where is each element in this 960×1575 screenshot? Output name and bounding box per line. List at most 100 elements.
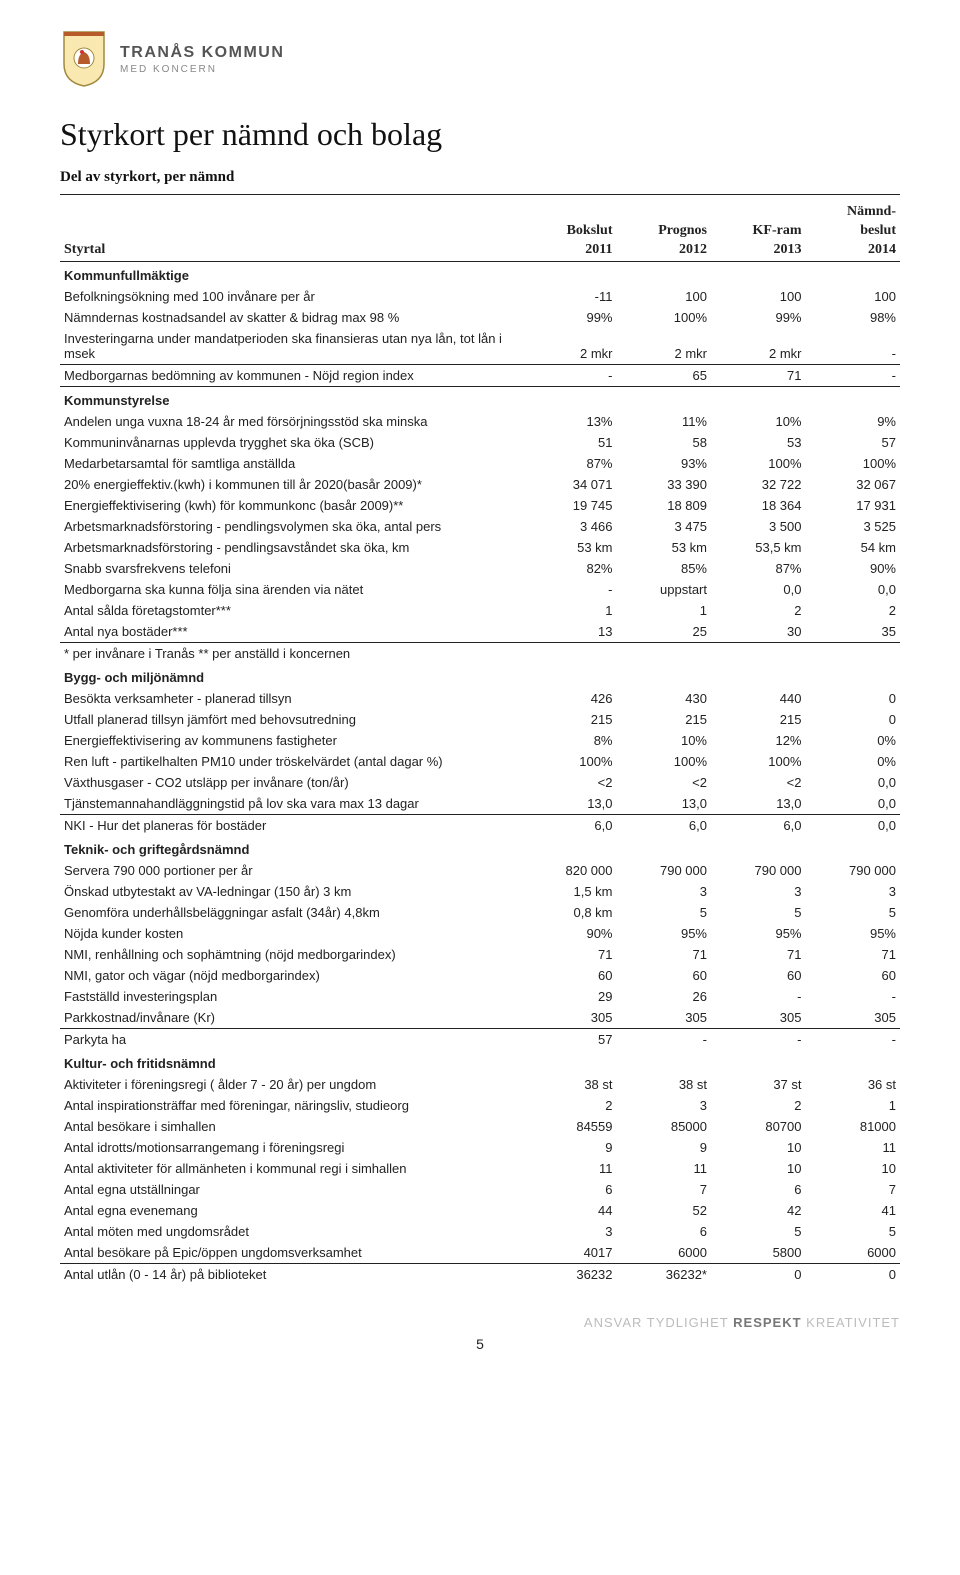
cell-value: 5	[711, 902, 806, 923]
table-header: Nämnd- Bokslut Prognos KF-ram beslut Sty…	[60, 201, 900, 262]
cell-value: 93%	[617, 453, 712, 474]
cell-value: 0%	[806, 751, 901, 772]
cell-value: 81000	[806, 1116, 901, 1137]
cell-value: 2 mkr	[711, 328, 806, 365]
cell-value: 0	[806, 709, 901, 730]
row-label: 20% energieffektiv.(kwh) i kommunen till…	[60, 474, 522, 495]
cell-value: 44	[522, 1200, 617, 1221]
cell-value: 13%	[522, 411, 617, 432]
table-row: Servera 790 000 portioner per år820 0007…	[60, 860, 900, 881]
cell-value: -	[806, 1029, 901, 1051]
row-label: Snabb svarsfrekvens telefoni	[60, 558, 522, 579]
cell-value: 3	[522, 1221, 617, 1242]
col3-head-top: KF-ram	[711, 220, 806, 239]
cell-value: 37 st	[711, 1074, 806, 1095]
cell-value: 11	[522, 1158, 617, 1179]
cell-value: 57	[806, 432, 901, 453]
cell-value: 820 000	[522, 860, 617, 881]
table-row: Växthusgaser - CO2 utsläpp per invånare …	[60, 772, 900, 793]
table-row: Medborgarnas bedömning av kommunen - Nöj…	[60, 365, 900, 387]
table-row: Antal besökare i simhallen84559850008070…	[60, 1116, 900, 1137]
table-row: Aktiviteter i föreningsregi ( ålder 7 - …	[60, 1074, 900, 1095]
section-header-row: Kommunstyrelse	[60, 387, 900, 412]
cell-value: 1,5 km	[522, 881, 617, 902]
table-row: Tjänstemannahandläggningstid på lov ska …	[60, 793, 900, 815]
cell-value: 10	[806, 1158, 901, 1179]
cell-value: 38 st	[522, 1074, 617, 1095]
cell-value: 57	[522, 1029, 617, 1051]
table-body: KommunfullmäktigeBefolkningsökning med 1…	[60, 262, 900, 1286]
cell-value: 5	[711, 1221, 806, 1242]
table-row: Andelen unga vuxna 18-24 år med försörjn…	[60, 411, 900, 432]
cell-value: 3 500	[711, 516, 806, 537]
table-row: NKI - Hur det planeras för bostäder6,06,…	[60, 815, 900, 837]
cell-value: 85%	[617, 558, 712, 579]
section-name: Kultur- och fritidsnämnd	[60, 1050, 522, 1074]
col2-head-top: Prognos	[617, 220, 712, 239]
cell-value: 790 000	[806, 860, 901, 881]
cell-value: 95%	[617, 923, 712, 944]
row-label: Befolkningsökning med 100 invånare per å…	[60, 286, 522, 307]
row-label: NKI - Hur det planeras för bostäder	[60, 815, 522, 837]
cell-value: 29	[522, 986, 617, 1007]
row-label: Antal besökare i simhallen	[60, 1116, 522, 1137]
cell-value: 36232*	[617, 1264, 712, 1286]
cell-value: 2	[711, 1095, 806, 1116]
cell-value: 26	[617, 986, 712, 1007]
cell-value: 426	[522, 688, 617, 709]
cell-value: 90%	[522, 923, 617, 944]
section-header-row: Teknik- och griftegårdsnämnd	[60, 836, 900, 860]
page-title: Styrkort per nämnd och bolag	[60, 116, 900, 153]
rule	[60, 194, 900, 195]
brand-sub: MED KONCERN	[120, 64, 284, 75]
cell-value: 58	[617, 432, 712, 453]
row-label: Nöjda kunder kosten	[60, 923, 522, 944]
table-row: Nämndernas kostnadsandel av skatter & bi…	[60, 307, 900, 328]
cell-value: 9	[617, 1137, 712, 1158]
cell-value: 305	[806, 1007, 901, 1029]
cell-value: 430	[617, 688, 712, 709]
cell-value	[806, 643, 901, 665]
cell-value: 60	[522, 965, 617, 986]
crest-icon	[60, 30, 108, 88]
table-row: Antal besökare på Epic/öppen ungdomsverk…	[60, 1242, 900, 1264]
row-label: Antal nya bostäder***	[60, 621, 522, 643]
cell-value: 54 km	[806, 537, 901, 558]
table-row: Arbetsmarknadsförstoring - pendlingsavst…	[60, 537, 900, 558]
cell-value: 85000	[617, 1116, 712, 1137]
table-row: Antal egna utställningar6767	[60, 1179, 900, 1200]
row-label: Parkyta ha	[60, 1029, 522, 1051]
cell-value: 100	[806, 286, 901, 307]
cell-value: 305	[617, 1007, 712, 1029]
row-label: Antal sålda företagstomter***	[60, 600, 522, 621]
table-row: Energieffektivisering (kwh) för kommunko…	[60, 495, 900, 516]
cell-value: 6	[711, 1179, 806, 1200]
cell-value: 0	[806, 1264, 901, 1286]
cell-value: 2	[711, 600, 806, 621]
table-row: Besökta verksamheter - planerad tillsyn4…	[60, 688, 900, 709]
cell-value: 8%	[522, 730, 617, 751]
cell-value: 6	[617, 1221, 712, 1242]
styrkort-table: Nämnd- Bokslut Prognos KF-ram beslut Sty…	[60, 201, 900, 1285]
cell-value: uppstart	[617, 579, 712, 600]
cell-value: 65	[617, 365, 712, 387]
col1-head-top: Bokslut	[522, 220, 617, 239]
row-label: Tjänstemannahandläggningstid på lov ska …	[60, 793, 522, 815]
cell-value: 305	[522, 1007, 617, 1029]
cell-value: 100%	[617, 751, 712, 772]
cell-value: 25	[617, 621, 712, 643]
row-label: Aktiviteter i föreningsregi ( ålder 7 - …	[60, 1074, 522, 1095]
table-row: Antal aktiviteter för allmänheten i komm…	[60, 1158, 900, 1179]
row-label: Ren luft - partikelhalten PM10 under trö…	[60, 751, 522, 772]
cell-value: 32 722	[711, 474, 806, 495]
row-label: Arbetsmarknadsförstoring - pendlingsvoly…	[60, 516, 522, 537]
col3-head-bot: 2013	[711, 239, 806, 262]
cell-value: 87%	[711, 558, 806, 579]
cell-value: 0	[806, 688, 901, 709]
cell-value: 5800	[711, 1242, 806, 1264]
table-row: Antal egna evenemang44524241	[60, 1200, 900, 1221]
row-label: Parkkostnad/invånare (Kr)	[60, 1007, 522, 1029]
row-label: Antal möten med ungdomsrådet	[60, 1221, 522, 1242]
section-name: Teknik- och griftegårdsnämnd	[60, 836, 522, 860]
row-label: Nämndernas kostnadsandel av skatter & bi…	[60, 307, 522, 328]
